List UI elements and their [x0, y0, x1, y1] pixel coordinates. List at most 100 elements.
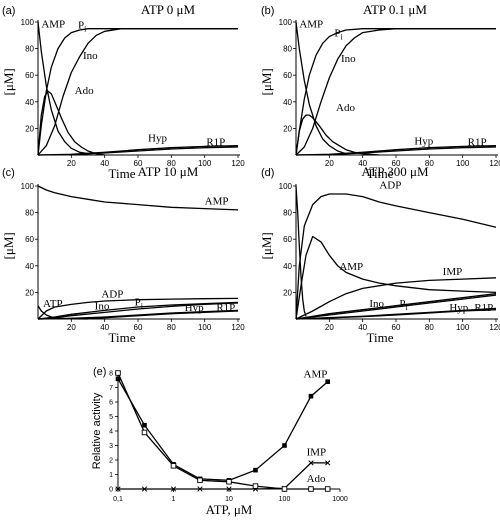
y-axis-label: [μM] — [1, 68, 16, 95]
series-line-pi — [295, 294, 497, 320]
y-tick-label: 4 — [109, 429, 113, 436]
y-tick-label: 40 — [25, 262, 34, 271]
series-label: R1P — [206, 137, 225, 149]
x-tick-label: 1 — [172, 496, 176, 503]
y-tick-label: 0 — [109, 487, 113, 494]
y-tick-label: 2 — [109, 458, 113, 465]
y-tick-label: 40 — [283, 262, 292, 271]
series-label: R1P — [216, 302, 235, 314]
y-tick-label: 80 — [25, 209, 34, 218]
data-point-ado — [170, 463, 177, 469]
chart-title: ATP 300 μM — [361, 164, 429, 179]
series-label-subscript: i — [141, 302, 144, 311]
y-axis-label: Relative activity — [91, 392, 103, 469]
y-tick-label: 80 — [283, 209, 292, 218]
series-line-pi — [295, 28, 496, 156]
series-line-ado — [37, 90, 105, 156]
series-label: AMP — [41, 18, 65, 30]
panel-label: (b) — [261, 5, 274, 17]
y-tick-label: 40 — [25, 98, 34, 107]
series-label: Ino — [83, 50, 98, 62]
chart-title: ATP 0.1 μM — [363, 2, 427, 17]
x-tick-label: 60 — [134, 323, 143, 332]
series-line-ino — [37, 302, 239, 320]
data-point-ado — [252, 483, 259, 489]
chart-panel-a: (a) ATP 0 μM 20 40 60 80 100 120 20 40 60 80 100 Time… — [1, 2, 245, 181]
series-line-r1p — [37, 146, 239, 156]
series-label: ADP — [379, 180, 401, 192]
data-point-ado — [281, 486, 288, 492]
series-line-amp — [37, 185, 239, 211]
series-line-amp — [117, 378, 329, 481]
panel-label: (c) — [2, 167, 15, 179]
y-axis-label: [μM] — [259, 232, 274, 259]
series-line-amp — [295, 235, 497, 320]
y-tick-label: 100 — [21, 182, 35, 191]
x-tick-label: 60 — [392, 323, 401, 332]
data-point-ado — [324, 486, 331, 492]
chart-panel-d: (d) ATP 300 μM 20 40 60 80 100 120 20 40 60 80 100 Ti… — [259, 164, 500, 345]
data-point-imp — [197, 486, 203, 492]
x-tick-label: 60 — [134, 159, 143, 168]
series-line-adp — [37, 297, 239, 320]
x-axis-label: ATP, μM — [206, 502, 253, 517]
series-label: Pi — [135, 297, 144, 311]
y-tick-label: 20 — [283, 124, 292, 133]
x-tick-label: 100 — [456, 323, 470, 332]
x-tick-label: 120 — [489, 323, 500, 332]
x-tick-label: 10 — [225, 496, 233, 503]
series-label-subscript: i — [405, 303, 408, 312]
series-line-ado — [295, 114, 380, 156]
y-tick-label: 60 — [283, 71, 292, 80]
series-label-text: P — [135, 297, 141, 309]
series-line-imp — [118, 462, 328, 490]
data-point-ado — [141, 429, 148, 436]
series-label: Ado — [336, 102, 355, 114]
x-axis-label: Time — [109, 330, 136, 345]
y-tick-label: 60 — [25, 71, 34, 80]
series-label: Ado — [307, 473, 326, 485]
x-tick-label: 40 — [100, 323, 109, 332]
data-point-amp — [115, 376, 121, 382]
data-point-amp — [253, 467, 258, 473]
series-line-pi — [37, 301, 239, 320]
series-label: Pi — [399, 298, 408, 312]
data-point-amp — [142, 422, 147, 428]
series-label: AMP — [339, 261, 363, 273]
x-tick-label: 100 — [198, 159, 212, 168]
data-point-amp — [282, 443, 287, 448]
series-label-text: P — [78, 20, 84, 32]
data-point-ado — [226, 479, 232, 485]
series-label-subscript: i — [340, 33, 343, 42]
x-axis-label: Time — [367, 330, 394, 345]
series-line-amp — [37, 21, 89, 155]
chart-panel-b: (b) ATP 0.1 μM 20 40 60 80 100 120 20 40 60 80 100 Ti… — [259, 2, 500, 181]
panel-label: (e) — [93, 366, 106, 378]
x-tick-label: 100 — [279, 496, 291, 503]
y-tick-label: 6 — [109, 400, 113, 407]
series-label: R1P — [468, 137, 487, 149]
series-label: Hyp — [449, 302, 468, 314]
data-point-ado — [308, 486, 314, 492]
y-tick-label: 20 — [25, 124, 34, 133]
x-tick-label: 120 — [231, 159, 245, 168]
series-label: Ado — [75, 85, 94, 97]
x-tick-label: 0,1 — [113, 496, 123, 503]
chart-title: ATP 10 μM — [138, 164, 199, 179]
x-tick-label: 80 — [425, 159, 434, 168]
y-tick-label: 100 — [21, 18, 35, 27]
x-tick-label: 40 — [100, 159, 109, 168]
series-line-atp — [295, 185, 307, 317]
y-tick-label: 1 — [109, 472, 113, 479]
series-line-amp — [295, 21, 347, 155]
data-point-imp — [226, 486, 232, 492]
data-point-imp — [325, 460, 331, 466]
series-label: IMP — [307, 447, 327, 459]
series-label-text: P — [334, 28, 340, 40]
chart-panel-c: (c) ATP 10 μM 20 40 60 80 100 120 20 40 60 80 100 Tim… — [1, 164, 245, 345]
data-point-imp — [141, 486, 148, 492]
x-tick-label: 80 — [425, 323, 434, 332]
series-line-r1p — [295, 146, 497, 156]
x-tick-label: 80 — [167, 159, 176, 168]
